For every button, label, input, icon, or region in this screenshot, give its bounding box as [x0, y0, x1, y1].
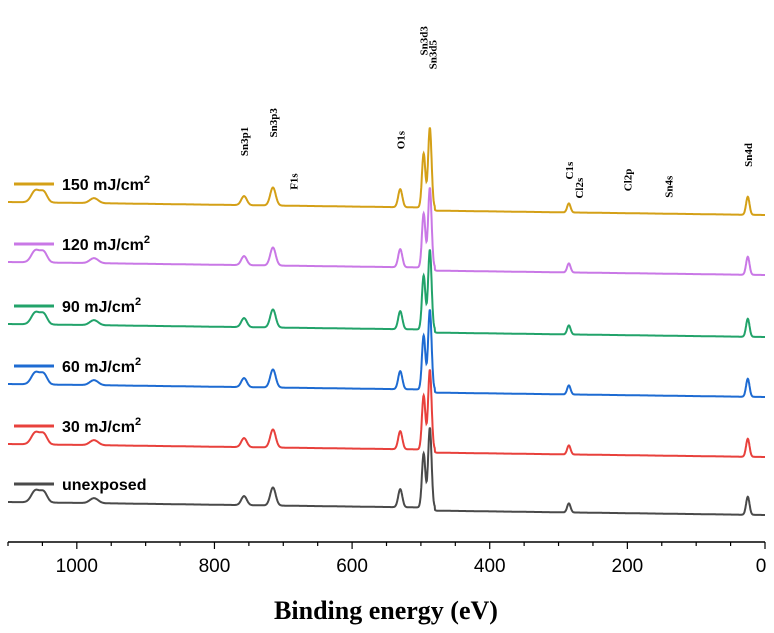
peak-label-6: C1s — [564, 161, 576, 179]
x-axis: 1000 800 600 400 200 0 — [7, 541, 767, 577]
x-tick-label: 600 — [336, 556, 368, 577]
peak-label-5: Sn3d5 — [428, 40, 440, 70]
peak-label-2: F1s — [289, 173, 301, 190]
legend-label-4: 120 mJ/cm2 — [62, 234, 150, 254]
series-traces — [8, 127, 765, 516]
legend-label-2: 60 mJ/cm2 — [62, 356, 141, 376]
legend-label-3: 90 mJ/cm2 — [62, 296, 141, 316]
series-line-3 — [8, 249, 765, 338]
peak-label-0: Sn3p1 — [239, 127, 251, 156]
x-tick-label: 800 — [199, 556, 231, 577]
peak-label-4: Sn3d3 — [419, 26, 431, 56]
x-tick-label: 400 — [474, 556, 506, 577]
series-line-5 — [8, 127, 765, 216]
peak-label-10: Sn4d — [743, 143, 755, 167]
legend-label-0: unexposed — [62, 477, 146, 494]
series-line-2 — [8, 309, 765, 398]
legend: unexposed 30 mJ/cm2 60 mJ/cm2 90 mJ/cm2 120 … — [14, 174, 150, 494]
x-axis-label: Binding energy (eV) — [274, 596, 498, 625]
peak-label-3: O1s — [395, 130, 407, 149]
peak-label-9: Sn4s — [664, 175, 676, 198]
legend-label-5: 150 mJ/cm2 — [62, 174, 150, 194]
x-tick-label: 0 — [756, 556, 767, 577]
series-line-4 — [8, 187, 765, 276]
series-line-0 — [8, 427, 765, 516]
peak-label-1: Sn3p3 — [268, 108, 280, 138]
legend-label-1: 30 mJ/cm2 — [62, 416, 141, 436]
series-line-1 — [8, 369, 765, 458]
peak-label-8: Cl2p — [622, 169, 634, 192]
x-tick-label: 200 — [612, 556, 644, 577]
x-ticks: 1000 800 600 400 200 0 — [7, 542, 767, 577]
x-tick-label: 1000 — [56, 556, 98, 577]
peak-label-7: Cl2s — [574, 177, 586, 199]
